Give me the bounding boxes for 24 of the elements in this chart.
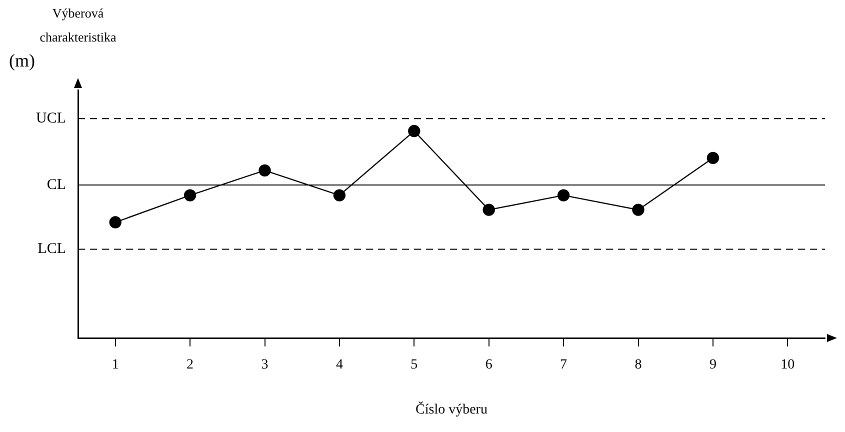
point [706, 152, 720, 164]
x-tick-label: 9 [709, 357, 716, 372]
ref-line-label: LCL [38, 241, 66, 258]
x-tick-label: 3 [261, 357, 268, 372]
x-tick-label: 5 [410, 357, 418, 372]
point [184, 189, 196, 202]
point [557, 189, 570, 202]
x-tick-label: 4 [336, 357, 343, 372]
y-axis-title: Výberová charakteristika (m) [9, 5, 116, 71]
x-tick-label: 8 [634, 357, 642, 372]
x-tick-label: 6 [485, 357, 492, 372]
point [632, 204, 644, 216]
ref-line-label: CL [46, 176, 66, 193]
x-tick-label: 2 [186, 357, 194, 372]
x-tick-label: 1 [112, 357, 119, 372]
x-axis-title: Číslo výberu [416, 400, 488, 418]
point [482, 204, 495, 216]
point [408, 124, 420, 138]
x-tick-label: 7 [560, 357, 568, 372]
x-tick-label: 10 [780, 357, 795, 372]
ref-line-label: UCL [36, 110, 66, 127]
point [109, 216, 122, 228]
point [333, 189, 346, 202]
point [258, 164, 271, 177]
